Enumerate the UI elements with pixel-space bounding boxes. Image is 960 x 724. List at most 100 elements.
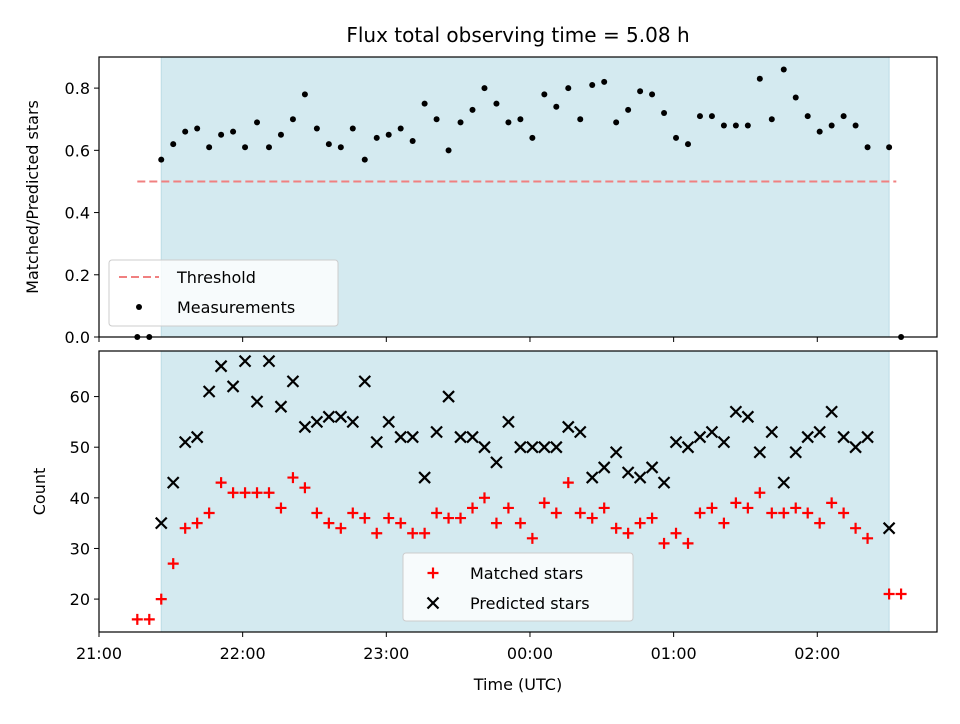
- legend-measurements-swatch: [136, 304, 142, 310]
- predicted-stars-point: [286, 375, 300, 388]
- predicted-stars-point: [849, 440, 862, 454]
- measurement-point: [182, 128, 189, 135]
- legend-measurements-label: Measurements: [177, 298, 295, 317]
- measurement-point: [840, 113, 847, 120]
- measurement-point: [744, 122, 751, 129]
- matched-stars-point: [311, 507, 323, 519]
- measurement-point: [553, 103, 560, 110]
- matched-stars-point: [790, 502, 802, 514]
- predicted-stars-point: [226, 380, 240, 393]
- matched-stars-point: [514, 517, 526, 529]
- matched-stars-point: [478, 492, 490, 504]
- measurement-point: [673, 134, 680, 141]
- measurement-point: [301, 91, 308, 98]
- measurement-point: [457, 119, 464, 126]
- predicted-stars-point: [705, 425, 719, 439]
- measurement-point: [589, 82, 596, 88]
- matched-stars-point: [778, 507, 790, 519]
- matched-stars-point: [682, 537, 694, 549]
- predicted-stars-point: [502, 415, 515, 429]
- matched-stars-point: [323, 517, 335, 529]
- predicted-stars-point: [202, 385, 216, 398]
- measurement-point: [313, 125, 320, 132]
- matched-stars-point: [730, 497, 742, 509]
- matched-stars-point: [419, 527, 431, 539]
- matched-stars-point: [586, 512, 598, 524]
- matched-stars-point: [215, 477, 227, 489]
- legend-matched-label: Matched stars: [470, 564, 583, 583]
- measurement-point: [421, 100, 428, 107]
- predicted-stars-point: [442, 390, 455, 403]
- matched-stars-point: [646, 512, 658, 524]
- matched-stars-point: [706, 502, 718, 514]
- measurement-point: [254, 119, 261, 126]
- y-tick-label: 20: [70, 590, 90, 609]
- measurement-point: [230, 128, 237, 135]
- matched-stars-point: [191, 517, 203, 529]
- matched-stars-point: [455, 512, 467, 524]
- legend-threshold-label: Threshold: [176, 268, 256, 287]
- matched-stars-point: [610, 522, 622, 534]
- matched-stars-point: [371, 527, 383, 539]
- measurement-point: [349, 125, 356, 132]
- predicted-stars-point: [585, 471, 599, 484]
- predicted-stars-point: [322, 410, 336, 424]
- matched-stars-point: [251, 487, 263, 499]
- measurement-point: [361, 156, 368, 163]
- measurement-point: [649, 91, 656, 98]
- measurement-point: [337, 144, 344, 151]
- x-axis-label: Time (UTC): [473, 675, 562, 694]
- predicted-stars-point: [813, 425, 826, 439]
- measurement-point: [601, 78, 608, 85]
- matched-stars-point: [167, 558, 179, 570]
- matched-stars-point: [347, 507, 359, 519]
- matched-stars-point: [335, 522, 347, 534]
- y-tick-label: 0.8: [65, 79, 90, 98]
- predicted-stars-point: [370, 435, 384, 449]
- measurement-point: [289, 116, 296, 123]
- y-tick-label: 0.2: [65, 266, 90, 285]
- chart-title: Flux total observing time = 5.08 h: [346, 23, 689, 47]
- measurement-point: [206, 144, 213, 151]
- matched-stars-point: [574, 507, 586, 519]
- matched-stars-point: [490, 517, 502, 529]
- predicted-stars-point: [262, 354, 276, 368]
- matched-stars-point: [826, 497, 838, 509]
- predicted-stars-point: [190, 430, 204, 444]
- predicted-stars-point: [765, 425, 779, 439]
- predicted-stars-point: [717, 435, 731, 449]
- predicted-stars-point: [418, 471, 431, 484]
- matched-stars-point: [131, 613, 143, 625]
- measurement-point: [397, 125, 404, 132]
- matched-stars-point: [658, 537, 670, 549]
- matched-stars-point: [359, 512, 371, 524]
- legend-matched-swatch: [427, 567, 439, 579]
- y-tick-label: 60: [70, 388, 90, 407]
- y-axis-label: Count: [30, 468, 49, 516]
- predicted-stars-point: [214, 359, 228, 373]
- predicted-stars-point: [154, 516, 168, 530]
- measurement-point: [218, 131, 225, 138]
- matched-stars-point: [203, 507, 215, 519]
- predicted-stars-point: [406, 430, 419, 444]
- predicted-stars-point: [729, 405, 743, 419]
- predicted-stars-point: [550, 440, 563, 454]
- matched-stars-point: [407, 527, 419, 539]
- matched-stars-point: [550, 507, 562, 519]
- predicted-stars-point: [753, 445, 767, 459]
- y-tick-label: 50: [70, 438, 90, 457]
- measurement-point: [445, 147, 452, 154]
- predicted-stars-point: [310, 415, 324, 429]
- measurement-point: [517, 116, 524, 123]
- predicted-stars-point: [490, 456, 503, 469]
- measurement-point: [373, 134, 380, 141]
- predicted-stars-point: [346, 415, 360, 429]
- legend-box: [108, 259, 339, 327]
- measurement-point: [265, 144, 272, 151]
- matched-stars-point: [802, 507, 814, 519]
- matched-stars-point: [694, 507, 706, 519]
- matched-stars-point: [239, 487, 251, 499]
- axes-frame: [98, 56, 938, 338]
- predicted-stars-point: [621, 466, 635, 479]
